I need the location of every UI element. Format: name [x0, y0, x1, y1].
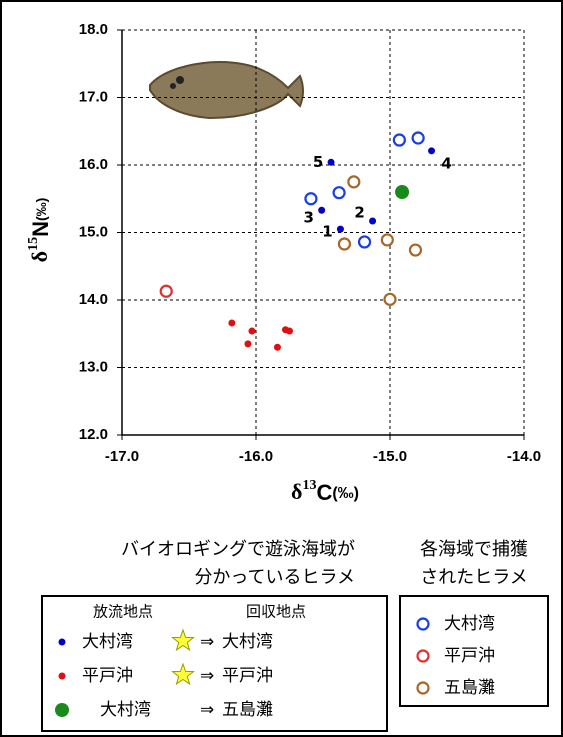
point: [413, 133, 424, 144]
legend-label: 平戸沖: [222, 666, 273, 686]
point: [410, 245, 421, 256]
legend-marker: [59, 673, 66, 680]
y-axis-unit: (‰): [33, 198, 49, 221]
x-tick-label: -17.0: [105, 448, 139, 465]
legend-title: 分かっているヒラメ: [194, 567, 355, 588]
point: [395, 185, 409, 199]
flatfish-illustration: [150, 62, 303, 118]
point: [428, 147, 435, 154]
point: [385, 294, 396, 305]
star-icon: [173, 630, 194, 650]
legend-label: 大村湾: [82, 632, 133, 652]
y-tick-label: 14.0: [79, 291, 108, 308]
legend-column-header: 放流地点: [93, 603, 153, 621]
legend-label: 平戸沖: [444, 646, 495, 666]
point: [161, 286, 172, 297]
legend-title: 各海域で捕獲: [420, 539, 528, 560]
point: [337, 226, 344, 233]
point: [394, 135, 405, 146]
point: [328, 159, 335, 166]
legend-label: 大村湾: [100, 700, 151, 720]
point: [369, 218, 376, 225]
x-tick-label: -16.0: [239, 448, 273, 465]
legend-arrow: ⇒: [200, 632, 214, 652]
legend-column-header: 回収地点: [246, 603, 306, 621]
legend-label: 五島灘: [444, 678, 495, 698]
legend-marker: [418, 651, 429, 662]
y-axis-sup: 15: [26, 237, 41, 251]
point-label: 5: [313, 153, 323, 171]
legend-arrow: ⇒: [200, 700, 214, 720]
y-tick-label: 13.0: [79, 358, 108, 375]
point: [318, 207, 325, 214]
y-axis-prefix: δ: [27, 251, 52, 262]
legend-label: 五島灘: [222, 700, 273, 720]
x-axis-prefix: δ: [291, 479, 302, 504]
point: [244, 340, 251, 347]
legend-label: 大村湾: [222, 632, 273, 652]
point: [286, 328, 293, 335]
point: [339, 238, 350, 249]
point-label: 4: [441, 154, 451, 172]
legend-marker: [59, 639, 66, 646]
point: [305, 193, 316, 204]
chart: δ15N(‰) δ13C(‰) バイオロギングで遊泳海域が 分かっているヒラメ …: [0, 0, 563, 737]
legend-label: 大村湾: [444, 614, 495, 634]
legend-marker: [418, 683, 429, 694]
x-tick-label: -14.0: [507, 448, 541, 465]
legend-marker: [418, 619, 429, 630]
point: [382, 234, 393, 245]
x-axis-sup: 13: [302, 478, 316, 493]
y-tick-label: 16.0: [79, 156, 108, 173]
x-axis-unit: (‰): [332, 485, 359, 502]
x-axis-title: δ13C(‰): [291, 478, 359, 505]
point-label: 1: [322, 223, 332, 241]
point: [348, 176, 359, 187]
legend-marker: [55, 703, 69, 717]
y-tick-label: 17.0: [79, 88, 108, 105]
point: [274, 344, 281, 351]
legend-arrow: ⇒: [200, 666, 214, 686]
y-axis-title: δ15N(‰): [26, 198, 53, 263]
legend-label: 平戸沖: [82, 666, 133, 686]
point-label: 2: [354, 204, 364, 222]
y-tick-label: 15.0: [79, 223, 108, 240]
y-tick-label: 18.0: [79, 21, 108, 38]
legend-title: バイオロギングで遊泳海域が: [121, 539, 355, 560]
point: [228, 319, 235, 326]
y-axis-main: N: [28, 221, 53, 237]
point: [334, 187, 345, 198]
point-label: 3: [303, 209, 313, 227]
x-axis-main: C: [316, 480, 332, 505]
y-tick-label: 12.0: [79, 426, 108, 443]
star-icon: [173, 664, 194, 684]
point: [359, 236, 370, 247]
legend-title: されたヒラメ: [420, 567, 527, 588]
point: [248, 328, 255, 335]
x-tick-label: -15.0: [373, 448, 407, 465]
